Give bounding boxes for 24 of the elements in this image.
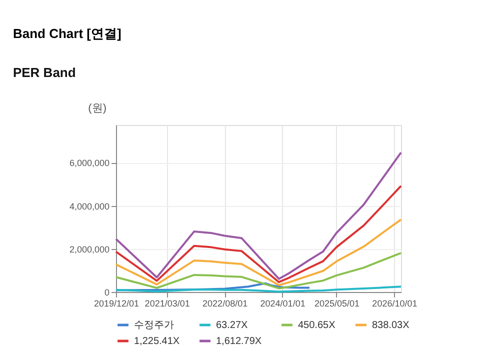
legend-label: 1,612.79X bbox=[216, 336, 262, 347]
y-tick-label: 4,000,000 bbox=[69, 201, 110, 212]
x-tick-label: 2022/08/01 bbox=[202, 298, 248, 308]
x-tick-label: 2025/05/01 bbox=[314, 298, 360, 308]
y-tick-label: 0 bbox=[104, 288, 110, 298]
legend-label: 63.27X bbox=[216, 320, 248, 331]
x-tick-label: 2019/12/01 bbox=[94, 298, 140, 308]
line-series bbox=[115, 218, 402, 286]
line-series bbox=[115, 252, 402, 290]
chart-title: Band Chart [연결] bbox=[12, 26, 122, 41]
legend-label: 450.65X bbox=[298, 320, 336, 331]
legend-label: 수정주가 bbox=[134, 320, 174, 331]
line-series bbox=[115, 184, 402, 284]
x-tick-label: 2026/10/01 bbox=[372, 298, 418, 308]
x-tick-label: 2021/03/01 bbox=[144, 298, 190, 308]
line-series bbox=[115, 152, 402, 280]
chart-subtitle: PER Band bbox=[12, 65, 76, 80]
x-tick-label: 2024/01/01 bbox=[260, 298, 306, 308]
line-series bbox=[115, 282, 310, 292]
legend-label: 1,225.41X bbox=[134, 336, 180, 347]
y-axis-title: (원) bbox=[88, 102, 106, 114]
y-tick-label: 6,000,000 bbox=[69, 158, 110, 168]
legend-label: 838.03X bbox=[372, 320, 410, 331]
y-tick-label: 2,000,000 bbox=[69, 244, 110, 254]
